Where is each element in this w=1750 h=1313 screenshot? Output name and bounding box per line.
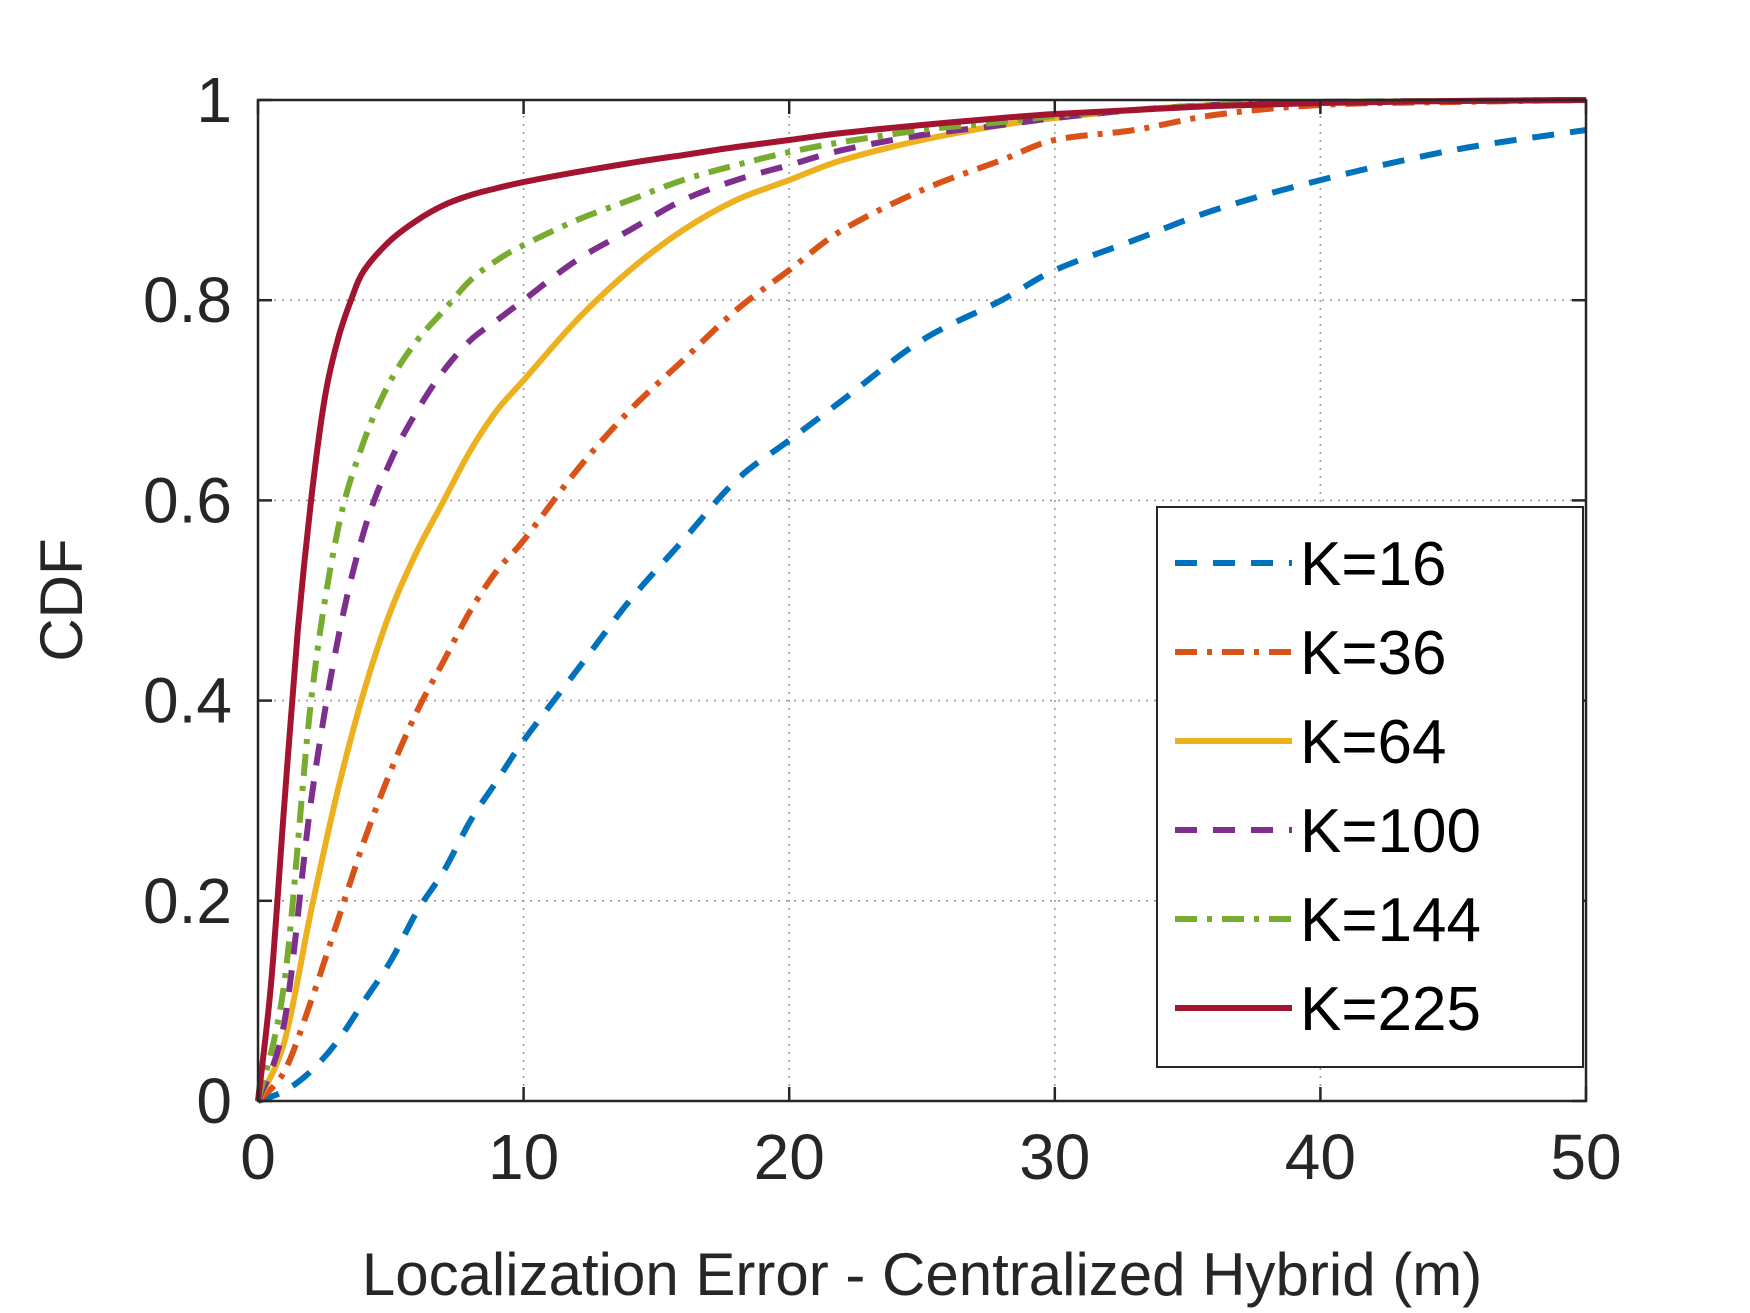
series-line-k-225 <box>255 97 1587 1102</box>
legend-label: K=225 <box>1300 975 1481 1044</box>
y-tick-labels: 0 0.2 0.4 0.6 0.8 1 <box>143 64 232 1137</box>
legend-label: K=36 <box>1300 619 1447 688</box>
legend-label: K=16 <box>1300 530 1447 599</box>
x-tick-label: 50 <box>1550 1121 1621 1193</box>
legend: K=16 K=36 K=64 K=100 K=144 K=225 <box>1156 506 1584 1068</box>
x-axis-title: Localization Error - Centralized Hybrid … <box>362 1241 1482 1308</box>
series-line-k-36 <box>255 97 1587 1104</box>
legend-box <box>1156 506 1584 1068</box>
x-tick-label: 20 <box>754 1121 825 1193</box>
legend-label: K=64 <box>1300 708 1447 777</box>
legend-label: K=144 <box>1300 886 1481 955</box>
x-tick-label: 10 <box>488 1121 559 1193</box>
series-lines <box>255 97 1587 1104</box>
series-line-k-16 <box>256 127 1587 1104</box>
y-tick-label: 0.8 <box>143 264 232 336</box>
x-tick-label: 0 <box>240 1121 276 1193</box>
x-tick-label: 40 <box>1285 1121 1356 1193</box>
legend-label: K=100 <box>1300 797 1481 866</box>
y-tick-label: 0.2 <box>143 865 232 937</box>
y-tick-label: 0.6 <box>143 464 232 536</box>
y-axis-title: CDF <box>28 538 95 661</box>
y-tick-label: 0 <box>196 1065 232 1137</box>
x-tick-labels: 0 10 20 30 40 50 <box>240 1121 1621 1193</box>
grid-lines <box>258 100 1586 1101</box>
x-tick-label: 30 <box>1019 1121 1090 1193</box>
y-tick-label: 1 <box>196 64 232 136</box>
plot-frame <box>256 98 1588 1103</box>
y-tick-label: 0.4 <box>143 665 232 737</box>
